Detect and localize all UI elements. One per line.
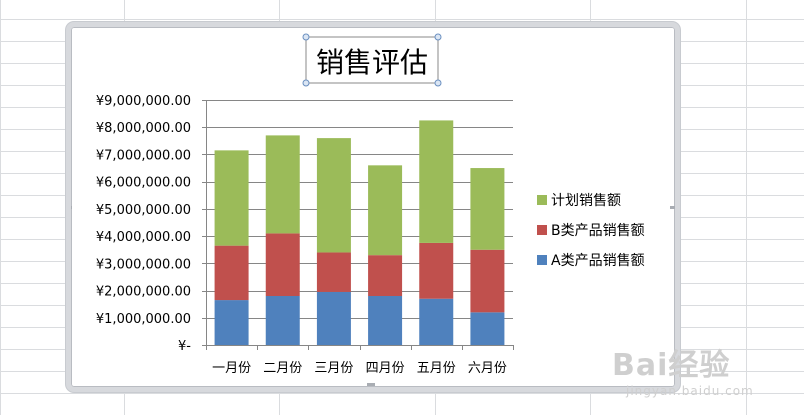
x-tick-label: 三月份 bbox=[314, 361, 353, 376]
legend-swatch bbox=[537, 225, 547, 235]
bar-segment[interactable] bbox=[368, 165, 403, 256]
y-tick-label: ¥4,000,000.00 bbox=[96, 230, 191, 245]
frame-resize-grip[interactable] bbox=[670, 206, 675, 209]
bar-segment[interactable] bbox=[419, 120, 454, 243]
bar-segment[interactable] bbox=[316, 138, 351, 253]
bar-segment[interactable] bbox=[214, 300, 249, 345]
bar-segment[interactable] bbox=[419, 242, 454, 299]
y-tick-label: ¥8,000,000.00 bbox=[96, 121, 191, 136]
axes bbox=[202, 100, 514, 350]
gridlines bbox=[206, 100, 513, 319]
legend-swatch bbox=[537, 195, 547, 205]
y-tick-label: ¥6,000,000.00 bbox=[96, 176, 191, 191]
y-tick-label: ¥3,000,000.00 bbox=[96, 257, 191, 272]
chart-title-box[interactable]: 销售评估 bbox=[302, 33, 442, 87]
stacked-bar-chart: ¥- ¥1,000,000.00 ¥2,000,000.00 ¥3,000,000.0… bbox=[71, 33, 675, 386]
bar-segment[interactable] bbox=[316, 291, 351, 345]
y-tick-label: ¥- bbox=[178, 339, 191, 354]
bar-segment[interactable] bbox=[316, 252, 351, 292]
legend: 计划销售额 B类产品销售额 A类产品销售额 bbox=[537, 193, 645, 269]
bar-segment[interactable] bbox=[470, 249, 505, 313]
y-tick-label: ¥5,000,000.00 bbox=[96, 203, 191, 218]
x-tick-labels: 一月份 二月份 三月份 四月份 五月份 六月份 bbox=[212, 361, 507, 376]
bar-segment[interactable] bbox=[470, 312, 505, 345]
bar-segment[interactable] bbox=[265, 233, 300, 296]
selection-handle[interactable] bbox=[434, 33, 442, 41]
legend-swatch bbox=[537, 255, 547, 265]
selection-handle[interactable] bbox=[302, 79, 310, 87]
frame-resize-grip[interactable] bbox=[71, 206, 72, 209]
x-tick-label: 六月份 bbox=[468, 361, 507, 376]
legend-label: A类产品销售额 bbox=[551, 253, 645, 269]
legend-label: B类产品销售额 bbox=[551, 223, 645, 239]
bar-segment[interactable] bbox=[265, 135, 300, 234]
x-tick-label: 二月份 bbox=[263, 361, 302, 376]
bar-segment[interactable] bbox=[368, 255, 403, 296]
chart-object[interactable]: ¥- ¥1,000,000.00 ¥2,000,000.00 ¥3,000,000.0… bbox=[66, 22, 680, 392]
chart-title: 销售评估 bbox=[316, 46, 428, 79]
y-tick-label: ¥2,000,000.00 bbox=[96, 285, 191, 300]
x-tick-label: 一月份 bbox=[212, 361, 251, 376]
y-tick-label: ¥9,000,000.00 bbox=[96, 94, 191, 109]
bar-segment[interactable] bbox=[214, 150, 249, 246]
frame-resize-grip[interactable] bbox=[367, 383, 375, 386]
x-tick-label: 四月份 bbox=[366, 361, 405, 376]
bar-segment[interactable] bbox=[265, 296, 300, 345]
selection-handle[interactable] bbox=[302, 33, 310, 41]
y-tick-label: ¥1,000,000.00 bbox=[96, 312, 191, 327]
bars bbox=[214, 120, 505, 345]
x-tick-label: 五月份 bbox=[417, 361, 456, 376]
bar-segment[interactable] bbox=[368, 296, 403, 345]
y-tick-label: ¥7,000,000.00 bbox=[96, 148, 191, 163]
selection-handle[interactable] bbox=[434, 79, 442, 87]
legend-label: 计划销售额 bbox=[551, 193, 621, 209]
bar-segment[interactable] bbox=[470, 168, 505, 250]
bar-segment[interactable] bbox=[419, 298, 454, 345]
y-tick-labels: ¥- ¥1,000,000.00 ¥2,000,000.00 ¥3,000,000.0… bbox=[96, 94, 191, 354]
bar-segment[interactable] bbox=[214, 245, 249, 301]
